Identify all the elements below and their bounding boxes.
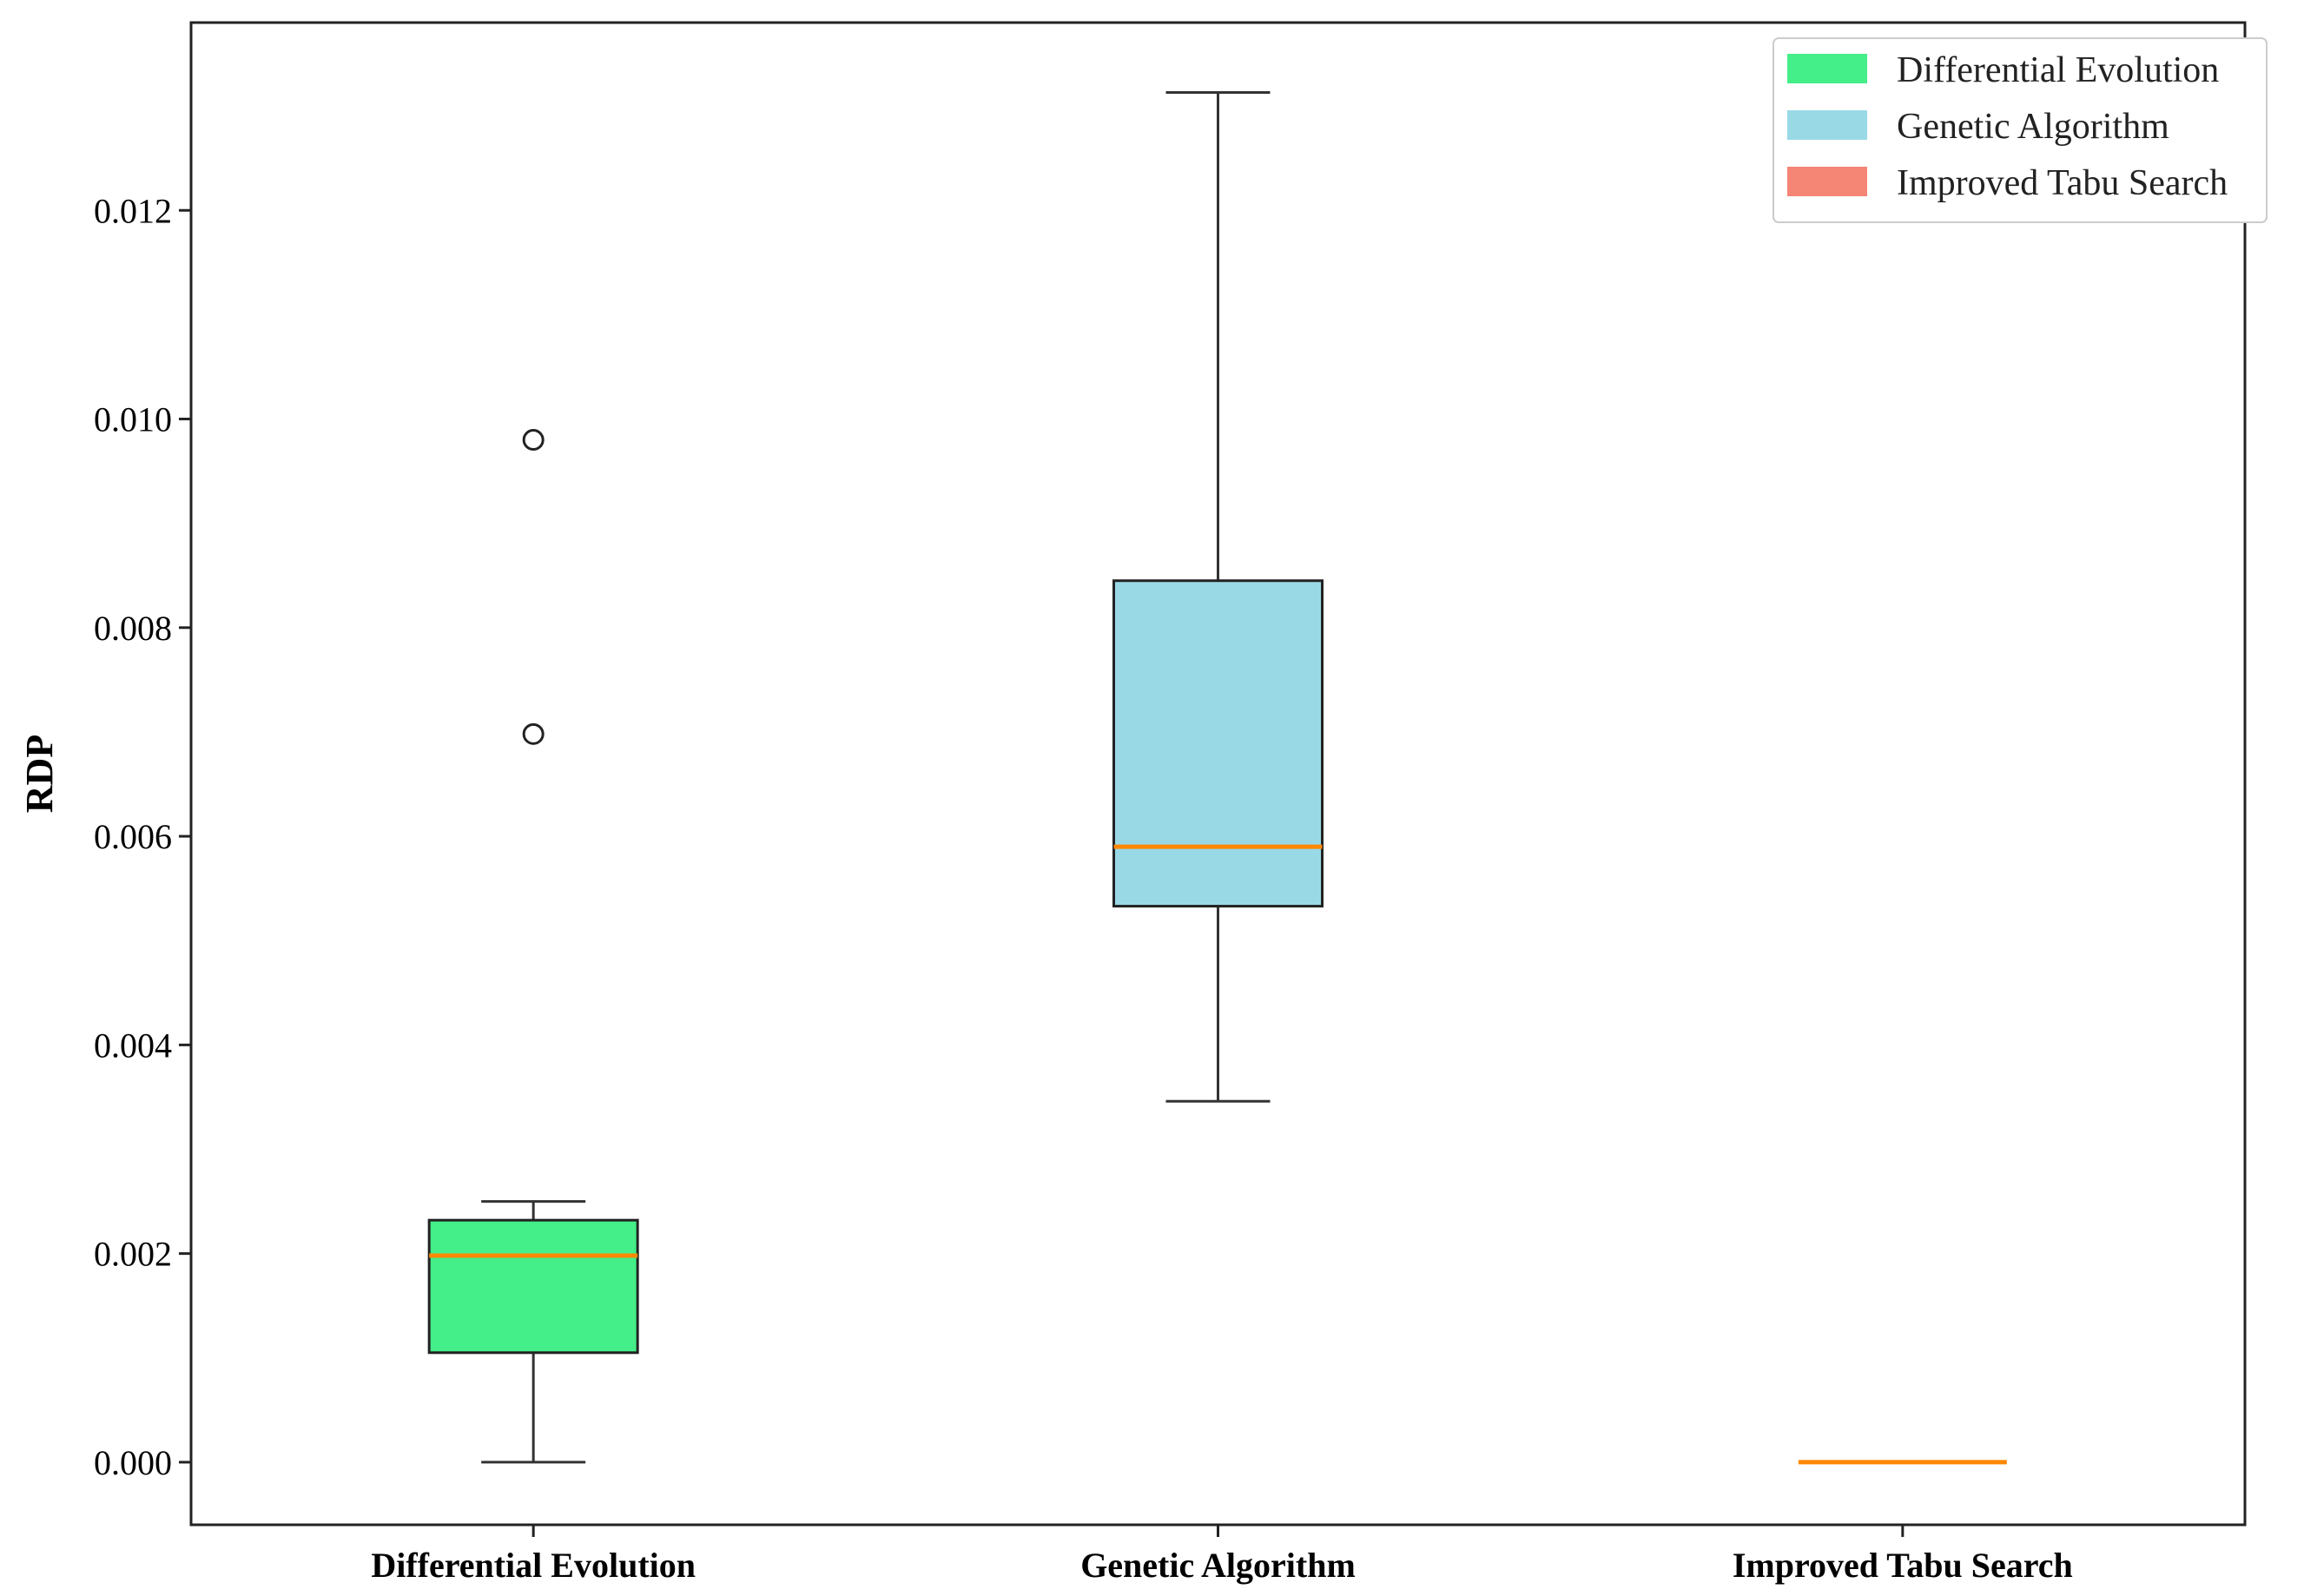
boxes-group bbox=[427, 90, 2007, 1465]
legend-swatch bbox=[1787, 54, 1867, 83]
box-body bbox=[427, 1218, 639, 1355]
y-tick-label: 0.006 bbox=[94, 817, 172, 856]
legend-swatch bbox=[1787, 167, 1867, 196]
y-tick-label: 0.002 bbox=[94, 1235, 172, 1274]
x-tick-label: Genetic Algorithm bbox=[1080, 1546, 1356, 1585]
y-tick-label: 0.004 bbox=[94, 1026, 172, 1065]
y-tick-label: 0.008 bbox=[94, 609, 172, 648]
y-axis: 0.000 0.002 0.004 0.006 0.008 0.010 0.012 bbox=[94, 191, 191, 1482]
y-tick-label: 0.010 bbox=[94, 400, 172, 439]
y-axis-title: RDP bbox=[18, 735, 61, 813]
legend-label: Improved Tabu Search bbox=[1897, 163, 2228, 203]
box-differential-evolution bbox=[427, 429, 639, 1464]
x-axis: Differential Evolution Genetic Algorithm I… bbox=[371, 1525, 2073, 1585]
legend-frame bbox=[1773, 37, 2268, 223]
x-tick-label: Improved Tabu Search bbox=[1733, 1546, 2073, 1585]
y-tick-label: 0.012 bbox=[94, 191, 172, 230]
y-tick-label: 0.000 bbox=[94, 1443, 172, 1482]
legend: Differential Evolution Genetic Algorithm I… bbox=[1773, 37, 2268, 223]
outlier-point bbox=[522, 429, 545, 452]
outlier-point bbox=[522, 722, 545, 745]
box-body bbox=[1112, 579, 1324, 908]
box-genetic-algorithm bbox=[1112, 90, 1324, 1103]
legend-label: Differential Evolution bbox=[1897, 50, 2219, 90]
legend-label: Genetic Algorithm bbox=[1897, 107, 2169, 147]
x-tick-label: Differential Evolution bbox=[371, 1546, 696, 1585]
legend-swatch bbox=[1787, 110, 1867, 140]
